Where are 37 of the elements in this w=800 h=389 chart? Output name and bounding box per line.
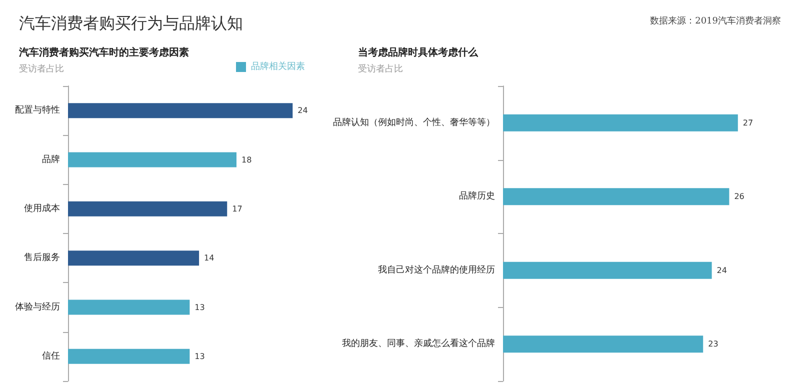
y-tick-label: 我的朋友、同事、亲戚怎么看这个品牌 bbox=[342, 338, 495, 350]
bar bbox=[68, 300, 190, 315]
data-label: 26 bbox=[734, 192, 744, 202]
bar bbox=[68, 201, 228, 216]
bar bbox=[68, 152, 236, 168]
x-axis-title: 受访者占比 bbox=[19, 64, 64, 74]
bar bbox=[68, 348, 190, 364]
chart-subtitle: 汽车消费者购买汽车时的主要考虑因素 bbox=[18, 46, 189, 58]
bar bbox=[503, 262, 712, 279]
y-tick-label: 配置与特性 bbox=[15, 104, 60, 116]
y-tick-label: 品牌认知（例如时尚、个性、奢华等等） bbox=[333, 116, 495, 128]
legend-label: 品牌相关因素 bbox=[251, 61, 305, 72]
bar bbox=[68, 250, 200, 266]
data-label: 23 bbox=[708, 340, 718, 349]
chart-title: 汽车消费者购买行为与品牌认知 bbox=[19, 14, 243, 32]
y-tick-label: 品牌历史 bbox=[459, 190, 495, 202]
data-label: 27 bbox=[742, 118, 754, 128]
bar bbox=[68, 103, 293, 118]
data-label: 18 bbox=[241, 155, 252, 164]
data-label: 14 bbox=[204, 254, 214, 263]
source-note: 数据来源：2019汽车消费者洞察 bbox=[650, 16, 781, 26]
y-tick-label: 品牌 bbox=[42, 154, 60, 165]
data-label: 24 bbox=[298, 106, 308, 116]
text: 当考虑品牌时具体考虑什么 bbox=[358, 46, 479, 58]
bar bbox=[503, 336, 704, 353]
data-label: 13 bbox=[194, 302, 205, 312]
x-axis-title: 受访者占比 bbox=[358, 64, 403, 74]
y-tick-label: 使用成本 bbox=[24, 202, 60, 214]
data-label: 17 bbox=[232, 204, 242, 214]
data-label: 24 bbox=[716, 266, 727, 275]
y-tick-label: 我自己对这个品牌的使用经历 bbox=[378, 264, 495, 276]
bar bbox=[503, 114, 738, 132]
bar bbox=[503, 188, 730, 206]
y-tick-label: 体验与经历 bbox=[15, 301, 60, 312]
y-tick-label: 信任 bbox=[42, 350, 60, 362]
y-tick-label: 售后服务 bbox=[24, 252, 60, 264]
data-label: 13 bbox=[194, 352, 205, 361]
